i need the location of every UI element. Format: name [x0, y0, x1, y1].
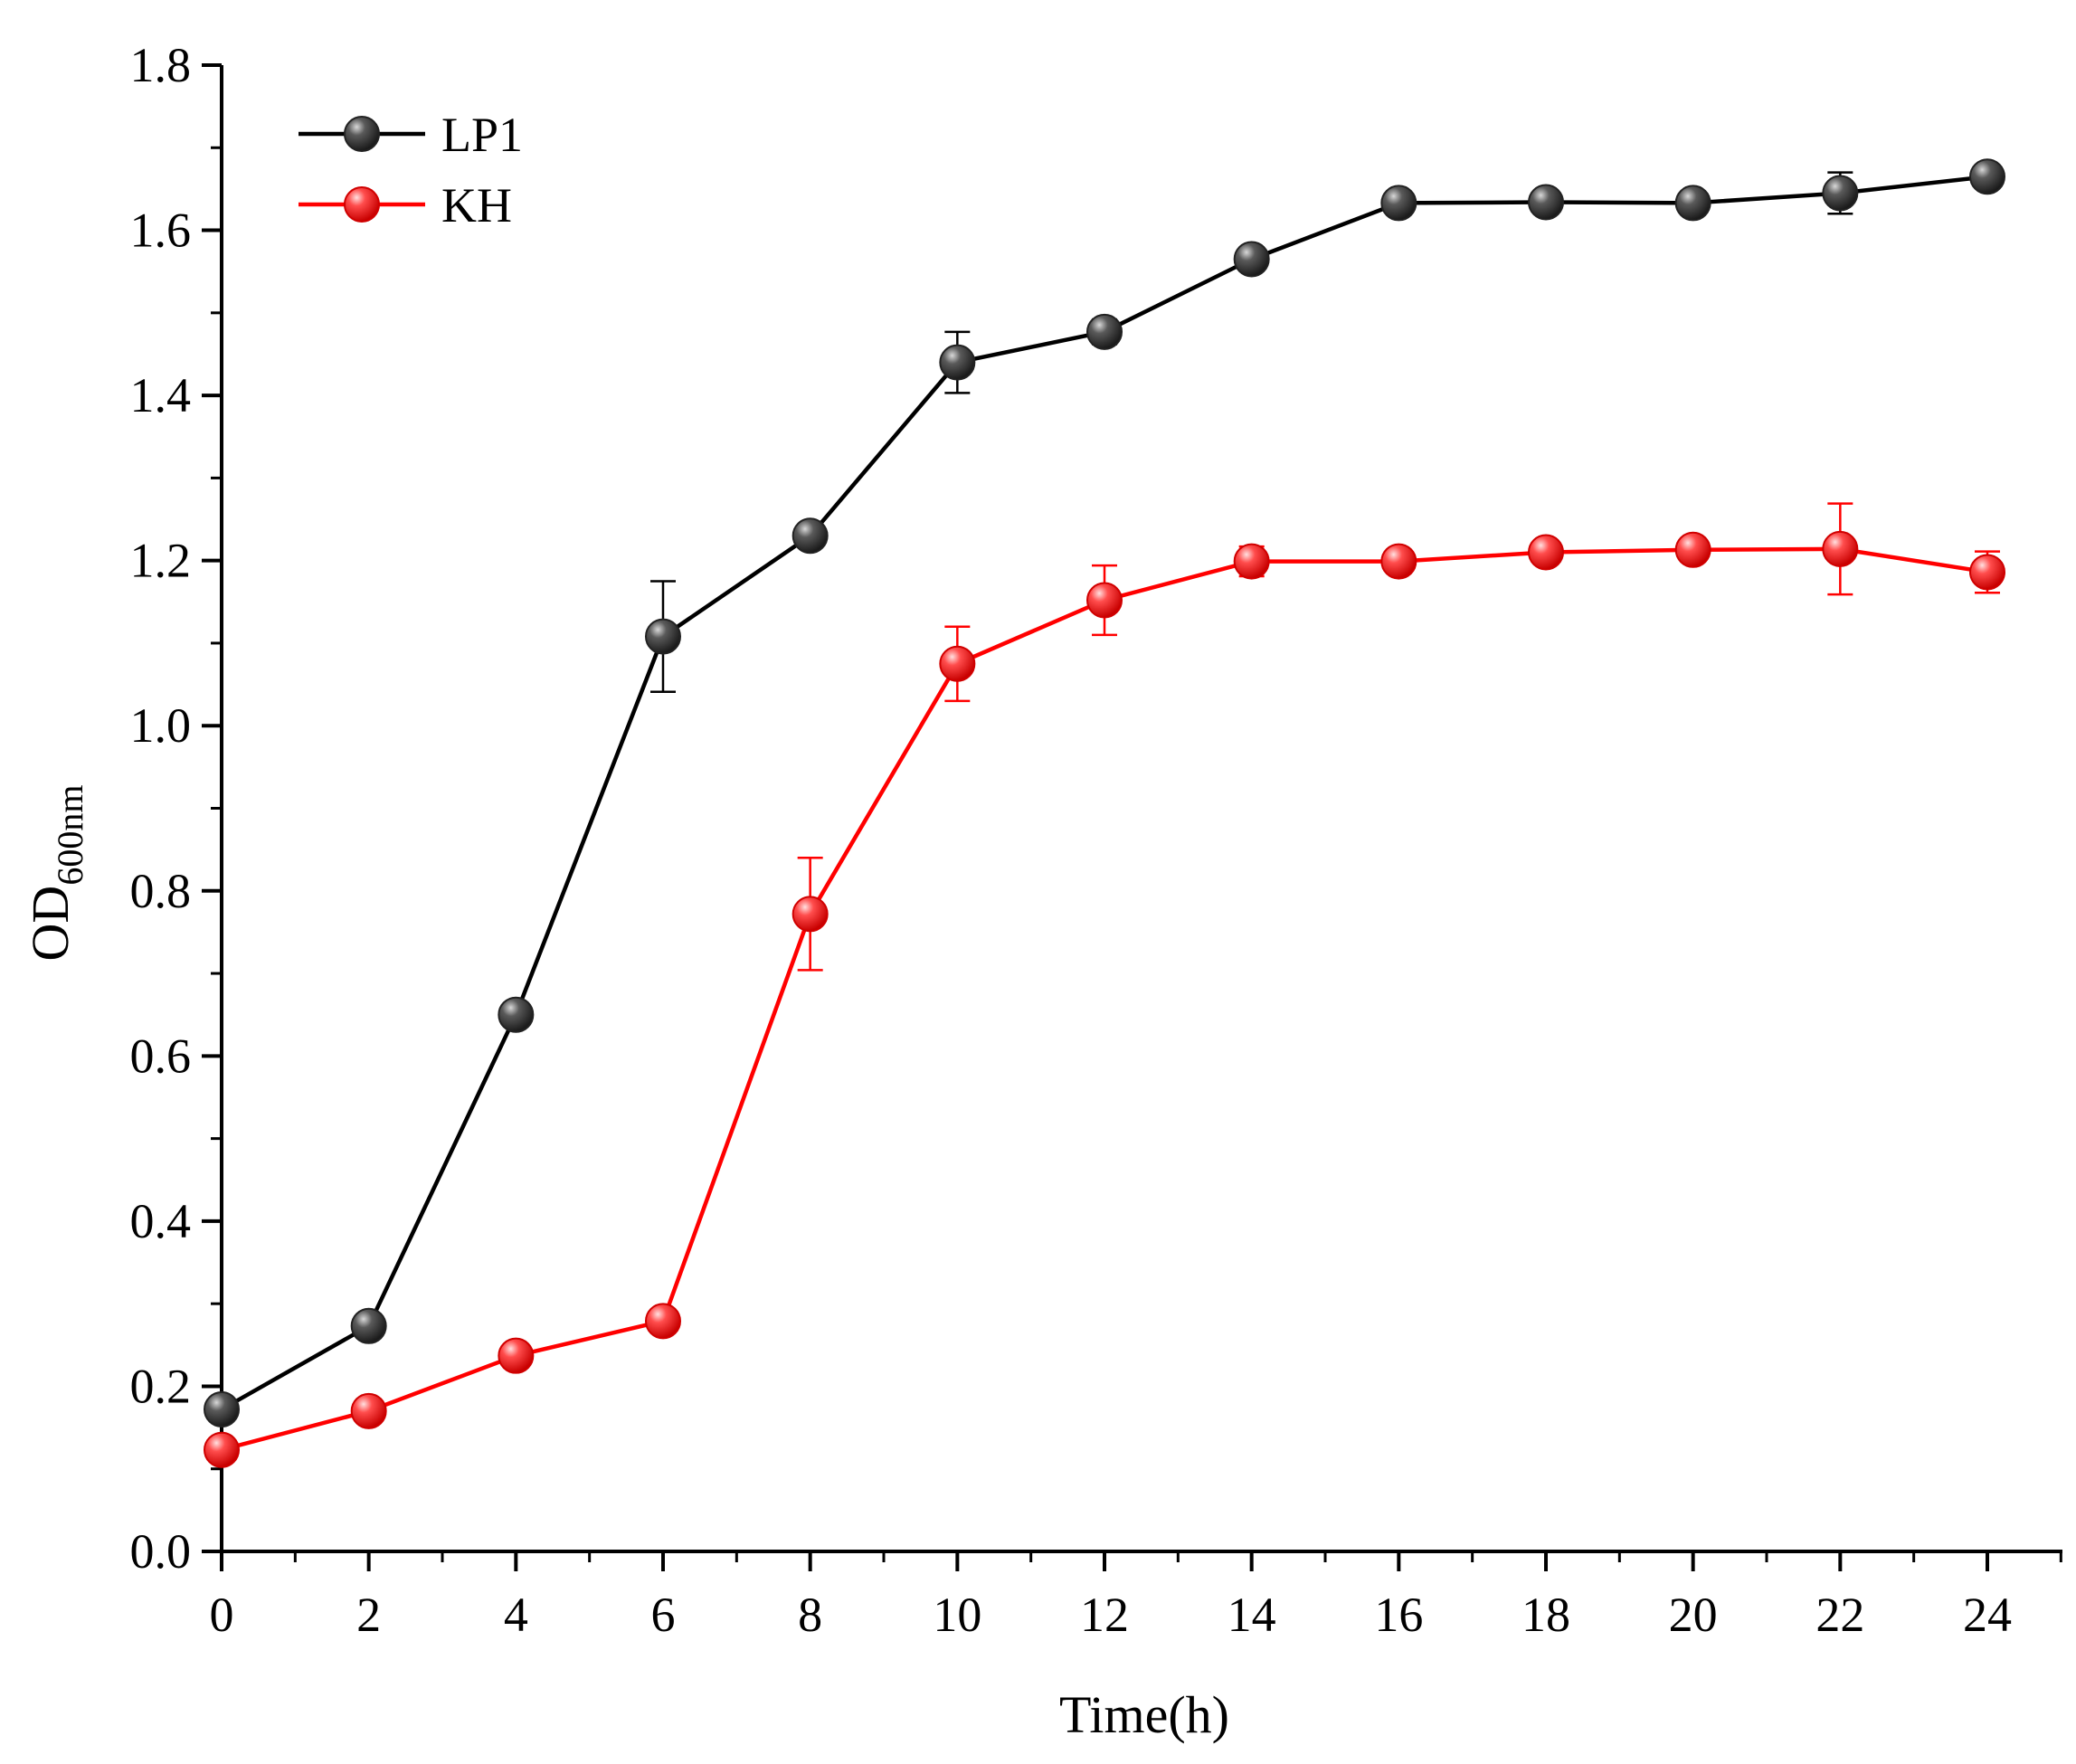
x-tick-label: 6 — [651, 1588, 676, 1642]
y-tick-label: 0.6 — [130, 1029, 192, 1083]
x-axis-title: Time(h) — [1059, 1685, 1229, 1744]
x-tick-label: 14 — [1228, 1588, 1276, 1642]
y-axis-title: OD600nm — [21, 785, 90, 962]
x-tick-label: 20 — [1669, 1588, 1718, 1642]
data-point-LP1 — [1233, 241, 1270, 278]
data-point-KH — [350, 1392, 387, 1429]
y-tick-label: 0.8 — [130, 864, 192, 918]
data-point-KH — [939, 645, 976, 682]
series-layer — [204, 158, 2005, 1468]
data-point-KH — [1822, 530, 1859, 567]
series-KH — [204, 502, 2005, 1468]
x-tick-label: 0 — [210, 1588, 234, 1642]
legend-marker-KH — [344, 186, 380, 223]
data-point-LP1 — [792, 517, 829, 555]
y-tick-label: 1.2 — [130, 534, 192, 588]
y-tick-label: 0.0 — [130, 1524, 192, 1579]
series-line-LP1 — [220, 174, 1988, 1411]
data-point-LP1 — [1969, 158, 2005, 195]
series-line-KH — [221, 546, 1988, 1452]
x-tick-label: 18 — [1521, 1588, 1570, 1642]
legend-marker-LP1 — [344, 116, 380, 152]
y-tick-label: 1.0 — [130, 698, 192, 753]
data-point-KH — [498, 1337, 535, 1374]
data-point-KH — [1086, 582, 1123, 619]
axes: 0.00.20.40.60.81.01.21.41.61.80 2 4 6 8 10 12 1… — [130, 38, 2062, 1642]
series-LP1 — [204, 158, 2005, 1428]
legend: LP1 KH — [299, 108, 523, 232]
x-tick-label: 2 — [356, 1588, 381, 1642]
data-point-LP1 — [645, 618, 681, 655]
x-tick-label: 8 — [798, 1588, 822, 1642]
data-point-KH — [1674, 531, 1711, 568]
y-tick-label: 1.6 — [130, 204, 192, 258]
x-tick-label: 22 — [1815, 1588, 1864, 1642]
legend-label-LP1: LP1 — [441, 108, 523, 162]
data-point-LP1 — [1822, 175, 1859, 212]
x-tick-label: 10 — [933, 1588, 981, 1642]
x-tick-label: 24 — [1963, 1588, 2012, 1642]
data-point-LP1 — [1528, 184, 1564, 221]
data-point-LP1 — [939, 344, 976, 381]
data-point-KH — [1380, 543, 1417, 580]
data-point-LP1 — [204, 1391, 240, 1428]
y-tick-label: 1.4 — [130, 368, 192, 422]
x-tick-label: 16 — [1374, 1588, 1423, 1642]
y-tick-label: 1.8 — [130, 38, 192, 92]
data-point-KH — [1528, 534, 1564, 571]
data-point-KH — [204, 1431, 240, 1468]
x-tick-label: 12 — [1080, 1588, 1129, 1642]
data-point-KH — [792, 896, 829, 933]
axis-titles: Time(h) OD600nm — [21, 785, 1229, 1744]
data-point-KH — [1233, 543, 1270, 580]
y-tick-label: 0.4 — [130, 1194, 192, 1248]
data-point-LP1 — [1674, 185, 1711, 222]
data-point-LP1 — [350, 1307, 387, 1344]
data-point-KH — [1969, 554, 2005, 591]
y-axis-title-main: OD — [21, 886, 80, 962]
x-tick-label: 4 — [504, 1588, 528, 1642]
data-point-LP1 — [1380, 185, 1417, 222]
y-tick-label: 0.2 — [130, 1359, 192, 1413]
y-axis-title-subscript: 600nm — [50, 785, 90, 886]
data-point-LP1 — [1086, 313, 1123, 350]
legend-label-KH: KH — [441, 178, 512, 232]
data-point-LP1 — [498, 996, 535, 1033]
data-point-KH — [645, 1303, 681, 1340]
